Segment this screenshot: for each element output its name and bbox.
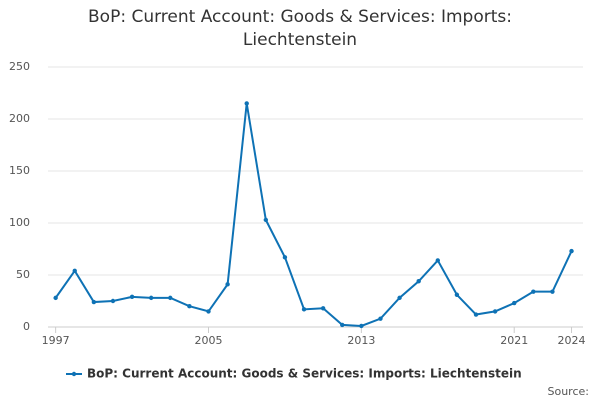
y-tick-label: 200 (9, 112, 30, 125)
point (492, 309, 498, 314)
y-tick-label: 100 (9, 216, 30, 229)
point (148, 295, 154, 301)
point (129, 294, 135, 300)
point (206, 309, 211, 314)
point (263, 217, 269, 223)
point (320, 306, 326, 311)
y-tick-label: 50 (16, 268, 30, 281)
point (378, 316, 383, 321)
point (569, 248, 574, 254)
point (53, 295, 58, 301)
point (72, 268, 77, 274)
point (168, 295, 173, 301)
point (531, 289, 536, 294)
x-tick-label: 2021 (500, 334, 528, 347)
x-tick-label: 1997 (42, 334, 70, 347)
y-tick-label: 0 (23, 320, 30, 333)
point (435, 258, 440, 263)
legend-label: BoP: Current Account: Goods & Services: … (87, 367, 522, 381)
x-tick-label: 2024 (558, 334, 586, 347)
point (301, 307, 307, 312)
point (110, 298, 116, 304)
point (187, 304, 192, 309)
point (282, 255, 288, 260)
y-tick-label: 150 (9, 164, 30, 177)
y-tick-label: 250 (9, 60, 30, 73)
point (473, 312, 479, 317)
point (359, 323, 364, 329)
point (244, 101, 249, 106)
source-label: Source: (548, 385, 590, 398)
x-tick-label: 2013 (347, 334, 375, 347)
point (91, 299, 97, 305)
x-tick-label: 2005 (195, 334, 223, 347)
series-line (54, 103, 573, 327)
point (454, 292, 460, 297)
point (225, 282, 230, 287)
point (397, 295, 402, 301)
chart-title: BoP: Current Account: Goods & Services: … (88, 7, 512, 50)
point (416, 279, 421, 284)
legend-swatch-dot (71, 371, 77, 377)
point (512, 300, 517, 306)
point (340, 322, 345, 328)
point (550, 289, 555, 294)
